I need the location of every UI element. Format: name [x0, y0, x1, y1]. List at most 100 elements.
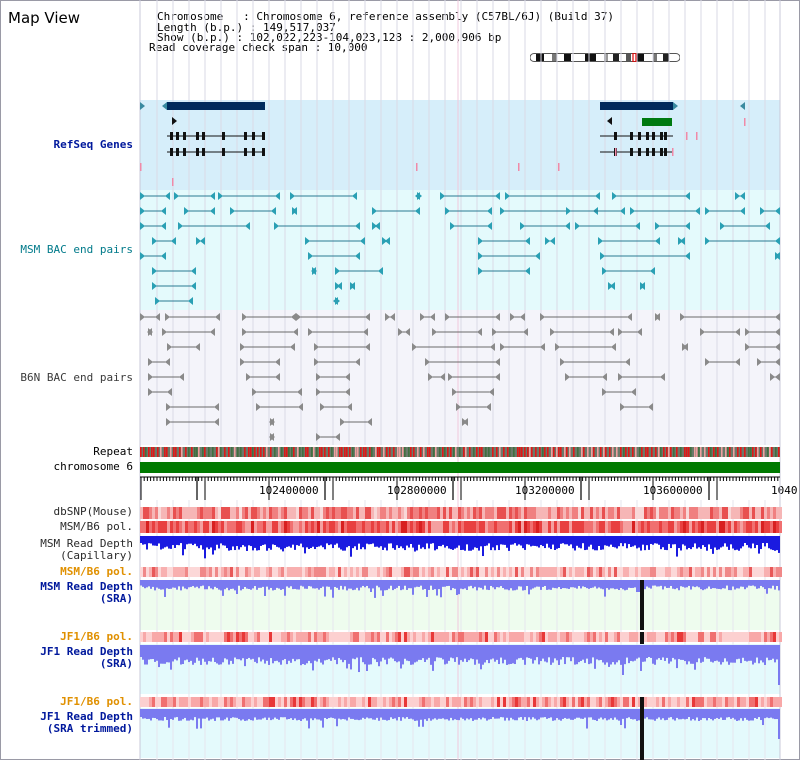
msm-sra-depth-bar: [352, 580, 354, 591]
jf1-trimmed-depth-bar: [438, 709, 440, 719]
msm-sra-depth-bar: [310, 580, 312, 587]
dbsnp-heat-cell: [290, 507, 293, 519]
msm-capillary-depth-bar: [438, 536, 440, 547]
msm-pol-heat-cell: [164, 521, 167, 533]
msm-capillary-depth-bar: [330, 536, 332, 545]
msm-pol-heat-cell: [188, 521, 191, 533]
msm-pol2-heat-cell: [707, 567, 710, 577]
track-label-jf1-trimmed-sub: (SRA trimmed): [46, 722, 133, 735]
repeat-element: [316, 447, 318, 457]
clone-end-marker: [275, 192, 280, 200]
msm-pol-heat-cell: [563, 521, 566, 533]
msm-capillary-depth-bar: [486, 536, 488, 546]
dbsnp-heat-cell: [428, 507, 431, 519]
repeat-element: [767, 447, 769, 457]
msm-pol-heat-cell: [776, 521, 779, 533]
msm-sra-depth-bar: [348, 580, 350, 589]
repeat-element: [324, 447, 326, 457]
msm-pol2-heat-cell: [434, 567, 437, 577]
msm-pol2-heat-cell: [764, 567, 767, 577]
jf1-trimmed-depth-bar: [456, 709, 458, 720]
repeat-element: [593, 447, 595, 457]
msm-sra-depth-bar: [654, 580, 656, 586]
jf1-sra-depth-bar: [660, 645, 662, 660]
read-depth-tracks[interactable]: [140, 536, 780, 760]
jf1-trimmed-depth-bar: [594, 709, 596, 721]
repeat-element: [218, 447, 220, 457]
msm-pol2-heat-cell: [452, 567, 455, 577]
msm-capillary-depth-bar: [550, 536, 552, 550]
exon: [222, 148, 225, 156]
msm-pol-heat-cell: [584, 521, 587, 533]
repeat-element: [281, 447, 283, 457]
jf1-pol-heat-cell: [185, 632, 188, 642]
msm-bac-track[interactable]: [140, 192, 780, 305]
track-label-jf1-trimmed: JF1 Read Depth: [40, 710, 133, 723]
jf1-pol2-heat-cell: [587, 697, 590, 707]
jf1-pol2-heat-cell: [452, 697, 455, 707]
msm-pol2-heat-cell: [443, 567, 446, 577]
jf1-trimmed-depth-bar: [320, 709, 322, 721]
jf1-pol2-heat-cell: [764, 697, 767, 707]
msm-sra-depth-bar: [164, 580, 166, 597]
jf1-trimmed-depth-bar: [776, 709, 778, 720]
msm-pol2-heat-cell: [650, 567, 653, 577]
b6n-bac-track[interactable]: [140, 313, 780, 441]
jf1-pol-heat-cell: [464, 632, 467, 642]
msm-pol-heat-cell: [506, 521, 509, 533]
msm-pol2-heat-cell: [491, 567, 494, 577]
msm-sra-depth-bar: [522, 580, 524, 591]
msm-pol-heat-cell: [560, 521, 563, 533]
msm-pol2-heat-cell: [356, 567, 359, 577]
msm-capillary-depth-bar: [416, 536, 418, 551]
msm-pol2-heat-cell: [233, 567, 236, 577]
jf1-sra-depth-bar: [526, 645, 528, 658]
repeat-element: [208, 447, 210, 457]
msm-sra-depth-bar: [764, 580, 766, 590]
jf1-pol-heat-cell: [662, 632, 665, 642]
msm-sra-depth-bar: [180, 580, 182, 591]
msm-sra-depth-bar: [560, 580, 562, 590]
jf1-sra-depth-bar: [360, 645, 362, 658]
jf1-sra-depth-bar: [688, 645, 690, 662]
dbsnp-heat-cell: [317, 507, 320, 519]
jf1-pol2-heat-cell: [404, 697, 407, 707]
jf1-trimmed-depth-bar: [724, 709, 726, 720]
jf1-sra-depth-bar: [654, 645, 656, 665]
jf1-trimmed-depth-bar: [616, 709, 618, 720]
jf1-pol2-heat-cell: [620, 697, 623, 707]
msm-capillary-depth-bar: [264, 536, 266, 545]
jf1-trimmed-depth-bar: [346, 709, 348, 721]
heatmap-tracks[interactable]: [140, 507, 782, 707]
repeat-element: [439, 447, 441, 457]
jf1-trimmed-depth-bar: [302, 709, 304, 720]
msm-capillary-depth-bar: [376, 536, 378, 547]
repeat-element: [481, 447, 483, 457]
jf1-trimmed-depth-bar: [720, 709, 722, 718]
snp-tick: [416, 163, 418, 171]
msm-capillary-depth-bar: [552, 536, 554, 545]
repeat-track[interactable]: [140, 447, 780, 457]
msm-pol-heat-cell: [569, 521, 572, 533]
clone-end-marker: [308, 252, 313, 260]
jf1-sra-depth-bar: [284, 645, 286, 659]
clone-end-marker: [165, 313, 170, 321]
msm-pol2-heat-cell: [767, 567, 770, 577]
msm-pol-heat-cell: [725, 521, 728, 533]
msm-sra-depth-bar: [360, 580, 362, 588]
msm-sra-depth-bar: [258, 580, 260, 588]
jf1-pol2-heat-cell: [338, 697, 341, 707]
refseq-genes-track[interactable]: [140, 102, 746, 186]
jf1-sra-depth-bar: [664, 645, 666, 661]
msm-capillary-depth-bar: [528, 536, 530, 545]
jf1-trimmed-depth-bar: [226, 709, 228, 718]
msm-sra-depth-bar: [510, 580, 512, 589]
dbsnp-heat-cell: [308, 507, 311, 519]
clone-end-marker: [775, 328, 780, 336]
jf1-trimmed-depth-bar: [430, 709, 432, 721]
jf1-sra-depth-bar: [600, 645, 602, 660]
jf1-sra-depth-bar: [458, 645, 460, 665]
jf1-pol2-heat-cell: [473, 697, 476, 707]
msm-capillary-depth-bar: [238, 536, 240, 550]
